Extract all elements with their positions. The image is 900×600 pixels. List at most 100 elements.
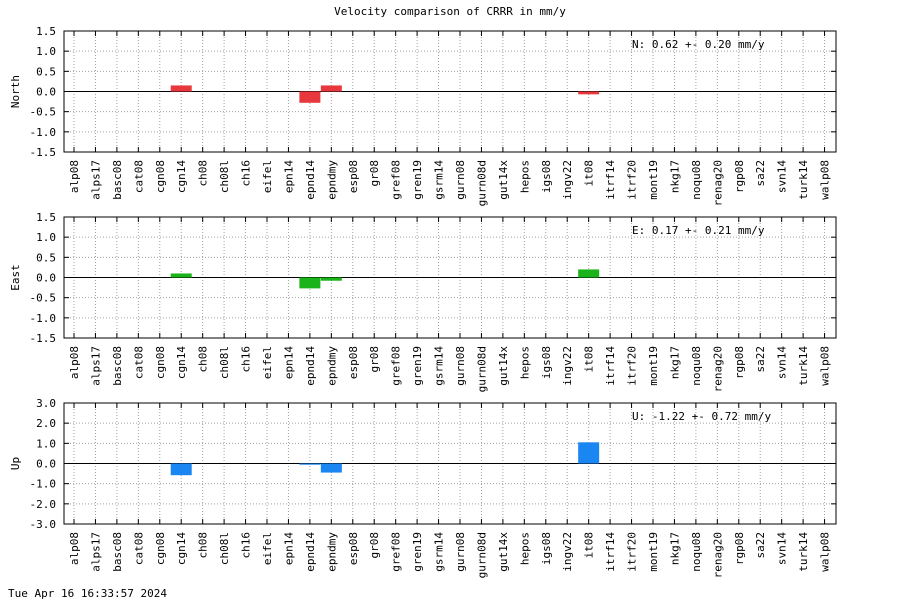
station-label-gurn08d: gurn08d [475, 532, 488, 578]
station-label-gut14x: gut14x [497, 346, 510, 386]
y-tick-label: 1.0 [36, 231, 56, 244]
station-label-gut14x: gut14x [497, 160, 510, 200]
station-label-ingv22: ingv22 [561, 532, 574, 572]
station-label-svn14: svn14 [776, 160, 789, 193]
y-tick-label: 0.5 [36, 251, 56, 264]
plot-frame [63, 402, 837, 525]
station-label-ch16: ch16 [240, 346, 253, 373]
station-label-ch08l: ch08l [218, 532, 231, 565]
station-label-renag20: renag20 [711, 346, 724, 392]
station-label-gref08: gref08 [390, 346, 403, 386]
station-label-igs08: igs08 [540, 160, 553, 193]
y-axis-label: Up [9, 457, 22, 470]
station-label-ch16: ch16 [240, 160, 253, 187]
station-label-ch08l: ch08l [218, 160, 231, 193]
y-tick-label: 0.5 [36, 65, 56, 78]
station-label-noqu08: noqu08 [690, 346, 703, 386]
station-label-epn14: epn14 [282, 346, 295, 379]
y-tick-label: -0.5 [30, 106, 57, 119]
bar-east-it08 [578, 269, 600, 278]
bar-north-cgn14 [170, 85, 192, 92]
stats-annotation: N: 0.62 +- 0.20 mm/y [632, 38, 765, 51]
station-label-rgp08: rgp08 [733, 532, 746, 565]
y-tick-label: -1.0 [30, 126, 57, 139]
station-label-epnd14: epnd14 [304, 160, 317, 200]
station-label-walp08: walp08 [819, 532, 832, 572]
station-label-walp08: walp08 [819, 160, 832, 200]
station-label-alps17: alps17 [89, 160, 102, 200]
station-label-itrf14: itrf14 [604, 532, 617, 572]
station-label-cgn08: cgn08 [154, 160, 167, 193]
station-label-cgn14: cgn14 [175, 346, 188, 379]
station-label-gsrm14: gsrm14 [433, 346, 446, 386]
station-label-rgp08: rgp08 [733, 160, 746, 193]
station-label-eifel: eifel [261, 532, 274, 565]
y-tick-label: -0.5 [30, 292, 57, 305]
y-tick-label: -3.0 [30, 518, 57, 531]
y-tick-label: -2.0 [30, 498, 57, 511]
station-label-svn14: svn14 [776, 532, 789, 565]
station-label-mont19: mont19 [647, 532, 660, 572]
bar-up-it08 [578, 442, 600, 464]
bar-north-epndmy [320, 85, 342, 92]
station-label-alp08: alp08 [68, 160, 81, 193]
station-label-ch08: ch08 [197, 532, 210, 559]
station-label-esp08: esp08 [347, 160, 360, 193]
bar-north-it08 [578, 91, 600, 95]
bar-up-epndmy [320, 463, 342, 473]
y-axis-label: North [9, 75, 22, 108]
station-label-esp08: esp08 [347, 532, 360, 565]
station-label-turk14: turk14 [797, 160, 810, 200]
station-label-noqu08: noqu08 [690, 160, 703, 200]
station-label-basc08: basc08 [111, 532, 124, 572]
station-label-alps17: alps17 [89, 346, 102, 386]
y-tick-label: 0.0 [36, 458, 56, 471]
timestamp: Tue Apr 16 16:33:57 2024 [8, 587, 167, 600]
y-tick-label: -1.5 [30, 146, 57, 159]
station-label-ch08: ch08 [197, 346, 210, 373]
y-tick-label: -1.0 [30, 312, 57, 325]
station-label-igs08: igs08 [540, 532, 553, 565]
station-label-cat08: cat08 [132, 160, 145, 193]
station-label-itrf20: itrf20 [626, 160, 639, 200]
bar-up-cgn14 [170, 463, 192, 476]
bar-east-cgn14 [170, 273, 192, 278]
station-label-gut14x: gut14x [497, 532, 510, 572]
station-label-epndmy: epndmy [325, 532, 338, 572]
station-label-cgn08: cgn08 [154, 532, 167, 565]
station-label-it08: it08 [583, 160, 596, 187]
y-tick-label: 2.0 [36, 417, 56, 430]
station-label-cgn14: cgn14 [175, 532, 188, 565]
bar-north-epnd14 [299, 91, 321, 103]
station-label-turk14: turk14 [797, 532, 810, 572]
station-label-alps17: alps17 [89, 532, 102, 572]
station-label-hepos: hepos [518, 532, 531, 565]
station-label-cat08: cat08 [132, 532, 145, 565]
station-label-alp08: alp08 [68, 346, 81, 379]
plot-frame [63, 216, 837, 339]
stats-annotation: U: -1.22 +- 0.72 mm/y [632, 410, 771, 423]
station-label-gsrm14: gsrm14 [433, 532, 446, 572]
station-label-noqu08: noqu08 [690, 532, 703, 572]
station-label-mont19: mont19 [647, 160, 660, 200]
station-label-igs08: igs08 [540, 346, 553, 379]
station-label-walp08: walp08 [819, 346, 832, 386]
plot-frame [63, 30, 837, 153]
station-label-gurn08d: gurn08d [475, 160, 488, 206]
station-label-epnd14: epnd14 [304, 532, 317, 572]
station-label-eifel: eifel [261, 160, 274, 193]
y-tick-label: 1.0 [36, 45, 56, 58]
y-tick-label: 0.0 [36, 272, 56, 285]
y-axis-label: East [9, 264, 22, 291]
stats-annotation: E: 0.17 +- 0.21 mm/y [632, 224, 765, 237]
station-label-nkg17: nkg17 [668, 532, 681, 565]
station-label-ch08: ch08 [197, 160, 210, 187]
station-label-renag20: renag20 [711, 532, 724, 578]
station-label-gren19: gren19 [411, 346, 424, 386]
station-label-gr08: gr08 [368, 532, 381, 559]
bar-up-epnd14 [299, 463, 321, 465]
station-label-itrf20: itrf20 [626, 346, 639, 386]
y-tick-label: 1.0 [36, 437, 56, 450]
station-label-gr08: gr08 [368, 346, 381, 373]
y-tick-label: 1.5 [36, 211, 56, 224]
